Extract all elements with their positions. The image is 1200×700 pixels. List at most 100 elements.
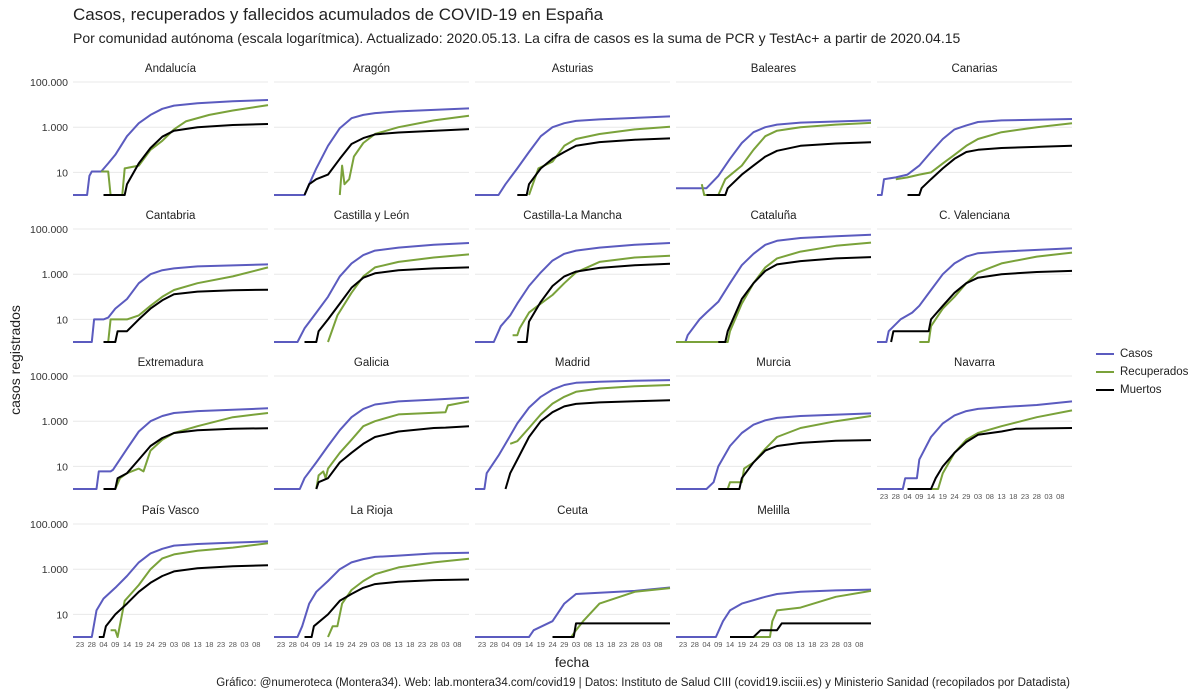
panel-title-navarra: Navarra: [954, 357, 996, 369]
series-line-andalucia-casos: [73, 99, 269, 196]
xtick-label-navarra-15: 08: [1056, 492, 1064, 501]
series-line-galicia-muertos: [315, 425, 470, 490]
panel-title-ceuta: Ceuta: [557, 505, 588, 517]
ytick-label-row2-0: 10: [56, 314, 68, 326]
series-line-melilla-casos: [676, 588, 872, 638]
series-line-castilla-la-mancha-casos: [475, 242, 671, 343]
xtick-label-navarra-1: 28: [892, 492, 900, 501]
series-line-la-rioja-casos: [274, 551, 470, 638]
xtick-label-melilla-9: 08: [785, 640, 793, 649]
series-line-cataluna-muertos: [718, 256, 872, 343]
ytick-label-row3-2: 100.000: [30, 371, 68, 383]
series-line-la-rioja-muertos: [304, 578, 470, 638]
xtick-label-la-rioja-6: 24: [347, 640, 355, 649]
xtick-label-navarra-11: 18: [1009, 492, 1017, 501]
xtick-label-melilla-2: 04: [702, 640, 710, 649]
xtick-label-pais-vasco-4: 14: [123, 640, 131, 649]
xtick-label-ceuta-15: 08: [654, 640, 662, 649]
panel-title-cantabria: Cantabria: [146, 210, 196, 222]
xtick-label-ceuta-9: 08: [584, 640, 592, 649]
panel-title-murcia: Murcia: [756, 357, 791, 369]
series-line-asturias-muertos: [517, 137, 671, 196]
series-line-cantabria-recuperados: [103, 266, 269, 343]
xtick-label-melilla-3: 09: [714, 640, 722, 649]
xtick-label-melilla-13: 28: [832, 640, 840, 649]
series-line-aragon-muertos: [303, 128, 470, 196]
xtick-label-navarra-5: 19: [939, 492, 947, 501]
series-line-andalucia-muertos: [103, 123, 269, 196]
series-line-c-valenciana-casos: [877, 247, 1073, 343]
series-line-galicia-recuperados: [315, 400, 470, 490]
series-line-extremadura-casos: [73, 407, 269, 490]
ytick-label-row4-1: 1.000: [42, 564, 68, 576]
ytick-label-row3-0: 10: [56, 461, 68, 473]
legend-swatch-recuperados: [1096, 371, 1114, 373]
xtick-label-ceuta-12: 23: [619, 640, 627, 649]
legend-label-casos: Casos: [1120, 348, 1153, 360]
xtick-label-pais-vasco-1: 28: [88, 640, 96, 649]
xtick-label-pais-vasco-10: 13: [193, 640, 201, 649]
xtick-label-melilla-4: 14: [726, 640, 734, 649]
xtick-label-navarra-13: 28: [1033, 492, 1041, 501]
ytick-label-row1-2: 100.000: [30, 77, 68, 89]
xtick-label-ceuta-5: 19: [537, 640, 545, 649]
series-line-navarra-casos: [877, 400, 1073, 490]
xtick-label-pais-vasco-7: 29: [158, 640, 166, 649]
legend: Casos Recuperados Muertos: [1096, 345, 1188, 399]
xtick-label-la-rioja-3: 09: [312, 640, 320, 649]
legend-item-casos: Casos: [1096, 345, 1188, 363]
xtick-label-ceuta-7: 29: [560, 640, 568, 649]
xtick-label-navarra-9: 08: [986, 492, 994, 501]
xtick-label-la-rioja-2: 04: [300, 640, 308, 649]
x-axis-label: fecha: [554, 654, 590, 670]
series-line-la-rioja-recuperados: [327, 557, 470, 638]
xtick-label-la-rioja-9: 08: [383, 640, 391, 649]
xtick-label-melilla-8: 03: [773, 640, 781, 649]
legend-swatch-casos: [1096, 353, 1114, 355]
xtick-label-la-rioja-4: 14: [324, 640, 332, 649]
series-line-aragon-casos: [274, 107, 470, 196]
series-line-madrid-recuperados: [509, 384, 671, 445]
xtick-label-pais-vasco-15: 08: [252, 640, 260, 649]
ytick-label-row2-1: 1.000: [42, 269, 68, 281]
xtick-label-ceuta-0: 23: [478, 640, 486, 649]
xtick-label-pais-vasco-0: 23: [76, 640, 84, 649]
xtick-label-ceuta-6: 24: [548, 640, 556, 649]
xtick-label-ceuta-8: 03: [572, 640, 580, 649]
panel-title-aragon: Aragón: [353, 63, 390, 75]
xtick-label-navarra-12: 23: [1021, 492, 1029, 501]
xtick-label-navarra-10: 13: [997, 492, 1005, 501]
legend-label-recuperados: Recuperados: [1120, 366, 1189, 378]
series-line-cantabria-casos: [73, 263, 269, 343]
series-line-asturias-casos: [475, 115, 671, 196]
chart-title: Casos, recuperados y fallecidos acumulad…: [73, 5, 604, 24]
series-line-pais-vasco-muertos: [98, 564, 269, 638]
series-line-pais-vasco-casos: [73, 540, 269, 638]
series-line-navarra-muertos: [907, 427, 1073, 490]
panel-title-la-rioja: La Rioja: [350, 505, 393, 517]
series-line-extremadura-recuperados: [114, 412, 269, 490]
panel-title-asturias: Asturias: [552, 63, 594, 75]
xtick-label-pais-vasco-5: 19: [135, 640, 143, 649]
series-line-aragon-recuperados: [338, 114, 470, 196]
series-line-cataluna-recuperados: [676, 241, 872, 343]
chart-subtitle: Por comunidad autónoma (escala logarítmi…: [73, 30, 961, 46]
xtick-label-la-rioja-14: 03: [441, 640, 449, 649]
xtick-label-la-rioja-13: 28: [430, 640, 438, 649]
series-line-canarias-recuperados: [895, 122, 1073, 181]
series-line-cataluna-casos: [676, 233, 872, 343]
series-line-cantabria-muertos: [103, 288, 269, 343]
panel-title-andalucia: Andalucía: [145, 63, 197, 75]
series-line-baleares-recuperados: [700, 121, 872, 196]
panel-title-canarias: Canarias: [951, 63, 997, 75]
xtick-label-navarra-0: 23: [880, 492, 888, 501]
y-axis-label: casos registrados: [7, 305, 23, 415]
xtick-label-ceuta-11: 18: [607, 640, 615, 649]
xtick-label-melilla-10: 13: [796, 640, 804, 649]
xtick-label-melilla-11: 18: [808, 640, 816, 649]
ytick-label-row3-1: 1.000: [42, 416, 68, 428]
series-line-pais-vasco-recuperados: [110, 542, 269, 638]
panel-title-baleares: Baleares: [751, 63, 797, 75]
xtick-label-navarra-3: 09: [915, 492, 923, 501]
legend-swatch-muertos: [1096, 389, 1114, 391]
